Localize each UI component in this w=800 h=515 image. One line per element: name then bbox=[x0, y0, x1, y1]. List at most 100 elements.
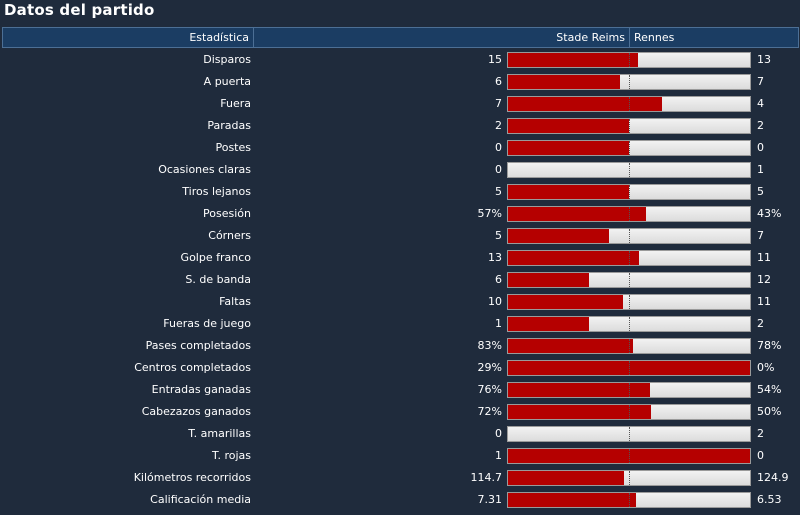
stat-row: Entradas ganadas 76% 54% bbox=[0, 379, 800, 401]
stat-row: Córners 5 7 bbox=[0, 225, 800, 247]
comparison-bar bbox=[507, 118, 751, 134]
home-share-fill bbox=[508, 339, 633, 353]
away-value: 0 bbox=[757, 141, 764, 154]
stat-label: A puerta bbox=[203, 75, 251, 88]
comparison-bar bbox=[507, 250, 751, 266]
comparison-bar bbox=[507, 228, 751, 244]
home-share-fill bbox=[508, 405, 651, 419]
midpoint-marker bbox=[629, 471, 630, 485]
midpoint-marker bbox=[629, 97, 630, 111]
away-value: 43% bbox=[757, 207, 782, 220]
away-value: 2 bbox=[757, 317, 764, 330]
home-share-fill bbox=[508, 251, 640, 265]
stats-table-header: Estadística Stade Reims Rennes bbox=[2, 27, 799, 48]
away-value: 7 bbox=[757, 229, 764, 242]
home-share-fill bbox=[508, 317, 589, 331]
away-value: 7 bbox=[757, 75, 764, 88]
comparison-bar bbox=[507, 74, 751, 90]
stat-label: Fuera bbox=[220, 97, 251, 110]
stat-row: A puerta 6 7 bbox=[0, 71, 800, 93]
page-title: Datos del partido bbox=[4, 1, 155, 19]
column-header-home-team[interactable]: Stade Reims bbox=[254, 28, 630, 47]
comparison-bar bbox=[507, 184, 751, 200]
stat-row: Golpe franco 13 11 bbox=[0, 247, 800, 269]
home-share-fill bbox=[508, 141, 629, 155]
stat-label: Calificación media bbox=[150, 493, 251, 506]
stat-row: Cabezazos ganados 72% 50% bbox=[0, 401, 800, 423]
midpoint-marker bbox=[629, 163, 630, 177]
stat-row: Kilómetros recorridos 114.7 124.9 bbox=[0, 467, 800, 489]
home-value: 5 bbox=[495, 229, 502, 242]
stat-label: Entradas ganadas bbox=[151, 383, 251, 396]
column-header-away-team[interactable]: Rennes bbox=[634, 31, 675, 44]
home-value: 83% bbox=[477, 339, 502, 352]
home-share-fill bbox=[508, 493, 636, 507]
stat-row: Paradas 2 2 bbox=[0, 115, 800, 137]
comparison-bar bbox=[507, 294, 751, 310]
midpoint-marker bbox=[629, 229, 630, 243]
home-value: 1 bbox=[495, 449, 502, 462]
home-share-fill bbox=[508, 97, 662, 111]
stat-row: T. amarillas 0 2 bbox=[0, 423, 800, 445]
stat-label: Postes bbox=[215, 141, 251, 154]
stat-row: Calificación media 7.31 6.53 bbox=[0, 489, 800, 511]
comparison-bar bbox=[507, 162, 751, 178]
home-value: 13 bbox=[488, 251, 502, 264]
midpoint-marker bbox=[629, 185, 630, 199]
home-value: 1 bbox=[495, 317, 502, 330]
midpoint-marker bbox=[629, 449, 630, 463]
home-value: 72% bbox=[477, 405, 502, 418]
midpoint-marker bbox=[629, 361, 630, 375]
stat-label: Cabezazos ganados bbox=[141, 405, 251, 418]
stat-label: T. rojas bbox=[212, 449, 251, 462]
midpoint-marker bbox=[629, 383, 630, 397]
stat-label: Fueras de juego bbox=[163, 317, 251, 330]
stat-label: Posesión bbox=[203, 207, 251, 220]
home-share-fill bbox=[508, 119, 629, 133]
comparison-bar bbox=[507, 338, 751, 354]
stat-label: Tiros lejanos bbox=[182, 185, 251, 198]
column-header-stat[interactable]: Estadística bbox=[3, 28, 254, 47]
home-share-fill bbox=[508, 75, 620, 89]
comparison-bar bbox=[507, 272, 751, 288]
home-value: 57% bbox=[477, 207, 502, 220]
away-value: 2 bbox=[757, 119, 764, 132]
home-value: 114.7 bbox=[470, 471, 503, 484]
stat-row: Disparos 15 13 bbox=[0, 49, 800, 71]
stat-row: Ocasiones claras 0 1 bbox=[0, 159, 800, 181]
stat-label: Córners bbox=[208, 229, 251, 242]
comparison-bar bbox=[507, 316, 751, 332]
away-value: 4 bbox=[757, 97, 764, 110]
stat-row: Pases completados 83% 78% bbox=[0, 335, 800, 357]
away-value: 13 bbox=[757, 53, 771, 66]
home-value: 10 bbox=[488, 295, 502, 308]
midpoint-marker bbox=[629, 493, 630, 507]
home-value: 5 bbox=[495, 185, 502, 198]
home-share-fill bbox=[508, 273, 589, 287]
comparison-bar bbox=[507, 96, 751, 112]
home-share-fill bbox=[508, 53, 638, 67]
stat-label: Kilómetros recorridos bbox=[133, 471, 251, 484]
midpoint-marker bbox=[629, 339, 630, 353]
stat-label: T. amarillas bbox=[188, 427, 251, 440]
away-value: 11 bbox=[757, 251, 771, 264]
stat-row: Centros completados 29% 0% bbox=[0, 357, 800, 379]
home-value: 29% bbox=[477, 361, 502, 374]
comparison-bar bbox=[507, 140, 751, 156]
stat-label: Pases completados bbox=[145, 339, 251, 352]
comparison-bar bbox=[507, 448, 751, 464]
away-value: 12 bbox=[757, 273, 771, 286]
midpoint-marker bbox=[629, 53, 630, 67]
stat-row: S. de banda 6 12 bbox=[0, 269, 800, 291]
midpoint-marker bbox=[629, 251, 630, 265]
stat-label: Faltas bbox=[219, 295, 251, 308]
stat-label: Disparos bbox=[203, 53, 251, 66]
comparison-bar bbox=[507, 470, 751, 486]
midpoint-marker bbox=[629, 317, 630, 331]
stat-row: Faltas 10 11 bbox=[0, 291, 800, 313]
stat-label: Paradas bbox=[207, 119, 251, 132]
home-value: 76% bbox=[477, 383, 502, 396]
away-value: 0 bbox=[757, 449, 764, 462]
away-value: 2 bbox=[757, 427, 764, 440]
away-value: 5 bbox=[757, 185, 764, 198]
